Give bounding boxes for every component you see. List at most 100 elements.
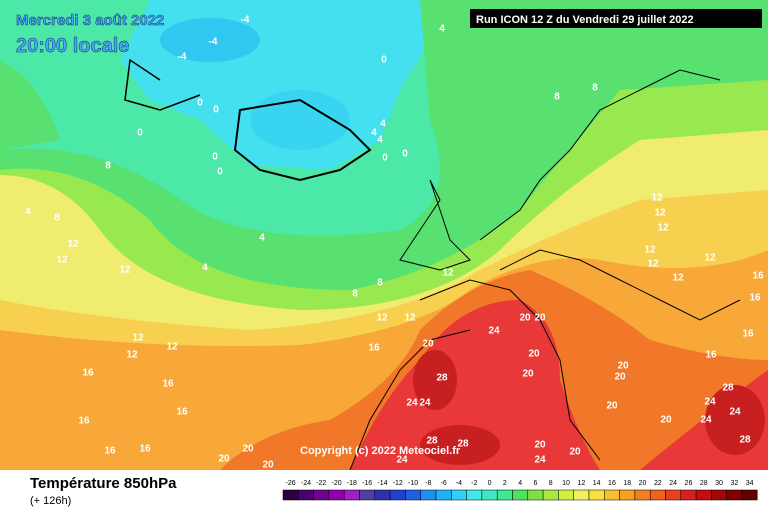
contour-label: 20 [614,372,626,383]
contour-label: 16 [705,350,717,361]
legend-swatch [665,489,682,501]
time: 20:00 locale [16,35,129,57]
contour-label: 12 [119,265,131,276]
contour-label: 28 [436,373,448,384]
contour-label: 24 [700,415,712,426]
legend-tick-label: 6 [533,480,537,487]
legend-swatch [634,489,651,501]
contour-label: 12 [166,342,178,353]
legend-swatch [741,489,758,501]
contour-label: 12 [126,350,138,361]
legend-tick-label: -2 [471,480,477,487]
legend-tick-label: 16 [608,480,616,487]
legend-tick-label: -20 [331,480,341,487]
contour-label: 12 [442,268,454,279]
legend-swatch [496,489,513,501]
legend-swatch [711,489,727,501]
contour-label: 8 [554,92,560,103]
legend-swatch [649,489,666,501]
legend-swatch [282,489,299,501]
legend-swatch [405,489,421,501]
contour-label: 16 [139,444,151,455]
legend-tick-label: -6 [441,480,447,487]
legend-swatch [298,489,314,501]
contour-label: 20 [606,401,618,412]
footer-title: Température 850hPa [30,475,177,492]
legend-swatch [481,489,498,501]
legend-tick-label: 4 [518,480,522,487]
contour-label: 12 [644,245,656,256]
contour-label: 8 [54,213,60,224]
contour-label: 20 [242,444,254,455]
contour-label: 4 [202,263,208,274]
contour-label: 4 [377,135,383,146]
contour-label: 28 [722,383,734,394]
contour-label: 16 [176,407,188,418]
contour-label: 0 [212,152,218,163]
legend-tick-label: 20 [639,480,647,487]
contour-label: 12 [404,313,416,324]
legend-swatch [466,489,483,501]
date: Mercredi 3 août 2022 [16,12,164,29]
contour-label: 12 [672,273,684,284]
legend-swatch [451,489,467,501]
contour-label: 16 [749,293,761,304]
legend-tick-label: 22 [654,480,662,487]
contour-label: 0 [217,167,223,178]
legend-tick-label: 12 [577,480,585,487]
contour-label: -4 [241,15,250,26]
contour-label: 12 [704,253,716,264]
legend-swatch [726,489,743,501]
legend-swatch [389,489,406,501]
copyright: Copyright (c) 2022 Meteociel.fr [300,445,461,457]
contour-label: 20 [534,313,546,324]
contour-label: 16 [162,379,174,390]
legend-tick-label: 24 [669,480,677,487]
contour-label: 0 [382,153,388,164]
contour-label: 8 [105,161,111,172]
contour-label: 24 [406,398,418,409]
legend-swatch [588,489,605,501]
legend-swatch [343,489,360,501]
contour-label: 28 [426,436,438,447]
contour-label: 12 [651,193,663,204]
contour-label: -4 [178,52,187,63]
contour-label: 16 [82,368,94,379]
legend-swatch [435,489,452,501]
contour-label: 24 [419,398,431,409]
contour-label: 20 [528,349,540,360]
contour-label: 16 [104,446,116,457]
contour-label: 24 [704,397,716,408]
contour-label: 12 [376,313,388,324]
legend-tick-label: -26 [286,480,296,487]
contour-label: 0 [213,105,219,116]
contour-label: 20 [519,313,531,324]
legend-swatch [680,489,697,501]
legend-tick-label: -4 [456,480,462,487]
contour-label: 28 [739,435,751,446]
contour-label: 16 [368,343,380,354]
legend-swatch [604,489,620,501]
contour-label: 12 [654,208,666,219]
legend-tick-label: -10 [408,480,418,487]
contour-label: 12 [647,259,659,270]
legend-tick-label: -22 [316,480,326,487]
contour-label: 4 [259,233,265,244]
contour-label: 24 [396,455,408,466]
contour-label: 16 [742,329,754,340]
legend-swatch [512,489,529,501]
contour-label: 4 [371,128,377,139]
legend-swatch [359,489,376,501]
contour-label: 4 [439,24,445,35]
contour-label: 12 [132,333,144,344]
legend-swatch [619,489,636,501]
legend-tick-label: -18 [347,480,357,487]
contour-label: 0 [197,98,203,109]
contour-label: 12 [67,239,79,250]
contour-label: 20 [262,460,274,471]
temperature-field [0,0,768,470]
contour-label: 12 [657,223,669,234]
